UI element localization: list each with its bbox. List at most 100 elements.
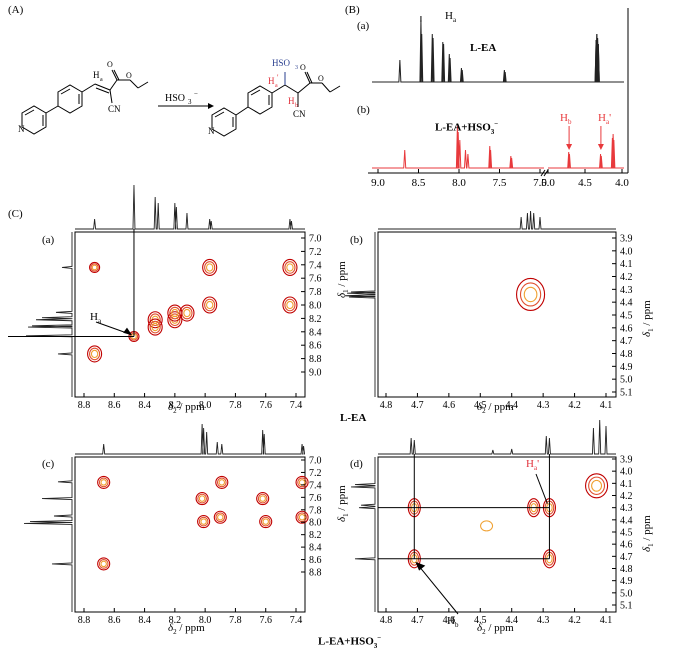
xtick-a-label: 8.2 [169,400,182,411]
hap-product-sub: a [275,83,278,89]
ytick-d-label: 5.1 [620,601,633,612]
ytick-d-label: 4.0 [620,467,633,478]
ytick-c-label: 8.8 [309,568,322,579]
xtick-c-label: 8.0 [199,615,212,626]
ytick-a-label: 8.4 [309,327,322,338]
projection-top-c [75,423,306,455]
hb-product-label: H [288,96,295,106]
ytick-a-label: 7.4 [309,260,322,271]
projection-top-d [378,419,616,455]
panel-b-tick-label: 7.0 [533,177,547,189]
hso3-product-text: HSO [272,58,291,68]
ytick-b-label: 4.4 [620,298,633,309]
panel-b-tick-label: 8.5 [412,177,426,189]
trace-b-name: L-EA+HSO3− [435,120,499,136]
xtick-a-label: 7.8 [229,400,242,411]
ytick-b-label: 4.5 [620,311,633,322]
contour-c [100,560,107,568]
contour-a [147,311,163,329]
xtick-c-label: 8.8 [78,615,91,626]
ytick-d-label: 4.2 [620,491,633,502]
ha-reactant-label: H [93,70,100,80]
panel-b-tick-label: 9.0 [371,177,385,189]
contour-c [295,510,309,524]
hb-arrow-head [415,561,426,571]
contour-c [197,515,211,529]
cn-reactant-label: CN [108,104,121,114]
reaction-arrow [158,103,214,109]
contour-a [167,311,183,329]
contour-a [286,263,294,272]
xtick-a-label: 7.4 [290,400,303,411]
xtick-a-label: 8.0 [199,400,212,411]
y-axis-title-b: δ1 / ppm [641,300,656,337]
ytick-d-label: 4.1 [620,479,633,490]
panel-b-tick-label: 4.0 [615,177,629,189]
contour-a [167,304,183,322]
ytick-d-label: 4.6 [620,540,633,551]
xtick-b-label: 4.4 [505,400,518,411]
ytick-a-label: 8.2 [309,314,322,325]
panel-ca-frame [74,231,306,398]
xtick-c-label: 8.6 [108,615,121,626]
ester-o-reactant: O [126,71,132,80]
xtick-d-label: 4.4 [505,615,518,626]
panel-c-axes: 8.8 8.6 8.4 8.2 8.0 7.8 7.6 7.4 8.8 8.6 8.4 8.2 8.0 7… [78,234,633,627]
trace-a-label: (a) [357,20,370,32]
ytick-c-label: 7.2 [309,468,322,479]
contour-c [100,479,107,486]
ytick-a-label: 7.0 [309,234,322,245]
contour-d [588,476,606,495]
contour-a [284,298,296,312]
contour-a [183,308,191,318]
xtick-d-label: 4.2 [568,615,581,626]
contour-a [286,300,294,310]
xtick-a-label: 8.4 [138,400,151,411]
xtick-d-label: 4.6 [443,615,456,626]
panel-b-label: (B) [345,4,360,16]
trace-a-name: L-EA [470,42,497,54]
contour-a [169,313,181,327]
ytick-b-label: 4.8 [620,349,633,360]
contour-c [259,515,273,529]
contour-a [169,306,181,320]
contour-a [282,296,298,314]
sub-a-label: (a) [42,234,55,246]
x-axis-title-b: δ2 / ppm [477,401,514,416]
xtick-a-label: 7.6 [259,400,272,411]
ytick-b-label: 5.1 [620,388,633,399]
hb-arrow [415,562,459,615]
contour-b [516,277,546,312]
ytick-c-label: 7.4 [309,480,322,491]
axis-break-mark [543,169,549,177]
nmr-trace-b [372,125,624,169]
contour-c [295,475,309,489]
contour-a [202,258,218,277]
contour-a [204,298,216,312]
contour-a [151,322,159,332]
xtick-a-label: 8.6 [108,400,121,411]
hb-arrow-head [566,144,573,150]
contour-c [298,513,306,521]
nmr-trace-a [372,16,624,83]
contour-a [89,347,101,361]
hso3-product-sub: 3 [295,65,298,71]
projection-top-a [75,184,305,230]
contour-c [216,477,227,488]
panel-b-frame [368,8,629,174]
hap-arrow [535,473,548,504]
projection-side-a [25,232,73,397]
peak-hap-label: Ha' [598,112,612,127]
hap-arrow-head [597,144,604,150]
xtick-b-label: 4.1 [600,400,613,411]
xtick-c-label: 8.4 [138,615,151,626]
ytick-b-label: 4.9 [620,362,633,373]
panel-b-tick-label: 4.5 [578,177,592,189]
ytick-d-label: 4.4 [620,515,633,526]
ytick-b-label: 4.1 [620,259,633,270]
contour-c [98,559,109,569]
contour-c [297,477,307,488]
xtick-d-label: 4.1 [600,615,613,626]
contour-a [147,318,163,336]
